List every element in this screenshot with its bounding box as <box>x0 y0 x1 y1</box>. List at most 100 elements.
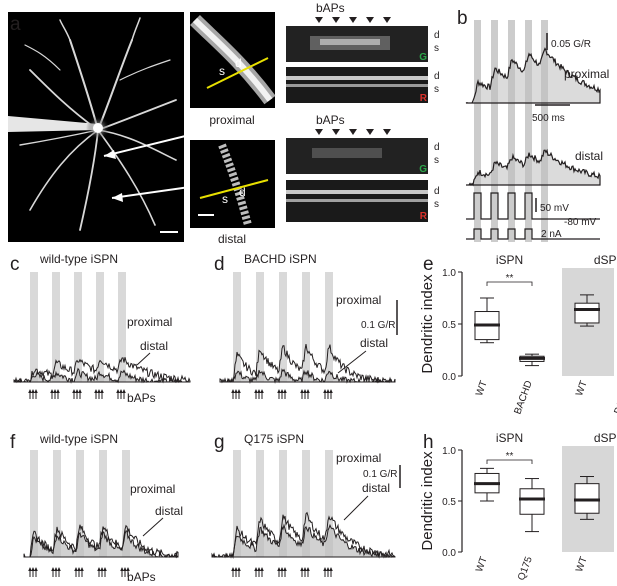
scale-gr: 0.05 G/R <box>551 39 591 50</box>
stim-bar <box>233 272 241 382</box>
panel-d-title: BACHD iSPN <box>244 252 317 266</box>
stim-bar <box>74 272 82 382</box>
stim-bar <box>96 272 104 382</box>
current-trace <box>466 228 600 240</box>
panel-letters: a b c d e f g h <box>10 8 468 453</box>
stim-bar <box>118 272 126 382</box>
channel-g: G <box>419 164 427 175</box>
stim-bar <box>256 450 264 557</box>
significance-bracket <box>486 281 533 286</box>
x-tick-label: BACHD <box>613 379 617 416</box>
panel-letter-a: a <box>10 14 21 35</box>
linescan-d: d <box>434 186 440 197</box>
stim-bar <box>302 272 310 382</box>
d-label: d <box>239 185 246 199</box>
box-1: BACHD <box>513 353 545 416</box>
panel-a: s d proximal s d distal bAPs d s G d s R… <box>8 1 440 246</box>
panel-g-traces <box>211 450 396 577</box>
panel-d-labels: BACHD iSPN proximal 0.1 G/R distal <box>244 252 398 374</box>
current-scale: 2 nA <box>541 229 562 240</box>
stim-bar <box>53 450 61 557</box>
stim-bar <box>30 272 38 382</box>
panel-c-traces <box>13 272 191 399</box>
panel-d-traces <box>219 272 396 399</box>
trace-distal <box>13 367 191 384</box>
linescan-d: d <box>434 142 440 153</box>
linescan-d: d <box>434 30 440 41</box>
y-axis-label: Dendritic index <box>419 274 436 374</box>
panel-g-title: Q175 iSPN <box>244 432 304 446</box>
stim-bar <box>256 272 264 382</box>
linescan-line-proximal <box>206 57 269 89</box>
voltage-trace <box>466 192 600 220</box>
panel-letter-f: f <box>10 432 16 453</box>
baps-label: bAPs <box>316 1 345 15</box>
bap-markers <box>315 129 391 135</box>
panel-letter-g: g <box>214 432 225 453</box>
x-tick-label: BACHD <box>513 379 535 416</box>
stim-bar <box>325 272 333 382</box>
significance-label: ** <box>506 451 514 462</box>
y-tick-label: 0.5 <box>442 320 456 331</box>
bap-markers <box>315 17 391 23</box>
linescan-d: d <box>434 71 440 82</box>
panel-b: 0.05 G/R proximal 500 ms distal 50 mV -8… <box>465 20 609 242</box>
stim-bars <box>474 20 548 242</box>
y-axis-label: Dendritic index <box>419 451 436 551</box>
panel-f-labels: wild-type iSPN proximal distal bAPs <box>39 432 183 584</box>
box <box>519 488 545 515</box>
y-tick-label: 1.0 <box>442 268 456 279</box>
linescan-line-distal <box>199 179 269 199</box>
x-tick-label: WT <box>474 379 490 397</box>
panel-d-proximal: proximal <box>336 293 381 307</box>
box-2: WT <box>574 476 600 574</box>
significance-bracket <box>486 459 533 464</box>
x-tick-label: WT <box>574 379 590 397</box>
stim-bar <box>302 450 310 557</box>
s-label: s <box>222 192 228 206</box>
x-tick-label: WT <box>574 555 590 573</box>
significance-label: ** <box>506 273 514 284</box>
panel-c-title: wild-type iSPN <box>39 252 118 266</box>
panel-g-distal: distal <box>362 481 390 495</box>
box-1: Q175 <box>516 478 545 582</box>
panel-g-scale: 0.1 G/R <box>363 469 397 480</box>
panel-g-proximal: proximal <box>336 451 381 465</box>
panel-f-baps: bAPs <box>127 570 156 584</box>
stim-bar <box>233 450 241 557</box>
panel-letter-d: d <box>214 254 225 275</box>
panel-f-proximal: proximal <box>130 482 175 496</box>
box-0: WT <box>474 297 500 398</box>
trace-proximal <box>14 357 190 384</box>
group-label: iSPN <box>496 253 523 267</box>
box-0: WT <box>474 467 500 574</box>
channel-r: R <box>420 211 428 222</box>
stim-bar <box>52 272 60 382</box>
time-scale: 500 ms <box>532 113 565 124</box>
channel-r: R <box>420 93 428 104</box>
panel-f-title: wild-type iSPN <box>39 432 118 446</box>
trace-distal <box>466 148 601 187</box>
voltage-scale: 50 mV <box>540 203 569 214</box>
panel-letter-e: e <box>423 254 434 275</box>
linescan-s: s <box>434 199 439 210</box>
pipette <box>8 116 98 132</box>
panel-letter-b: b <box>457 8 468 29</box>
box-2: WT <box>574 294 600 398</box>
panel-letter-h: h <box>423 432 434 453</box>
linescan-s: s <box>434 84 439 95</box>
box <box>574 483 600 514</box>
y-tick-label: 0.5 <box>442 497 456 508</box>
arrow-proximal <box>103 127 219 157</box>
trace-panels <box>13 272 396 577</box>
baps-label: bAPs <box>316 113 345 127</box>
stim-bar <box>325 450 333 557</box>
proximal-label: proximal <box>209 113 254 127</box>
stim-bar <box>30 450 38 557</box>
d-label: d <box>235 56 242 70</box>
panel-f-distal: distal <box>155 504 183 518</box>
stim-bar <box>122 450 130 557</box>
s-label: s <box>219 64 225 78</box>
panel-c-proximal: proximal <box>127 315 172 329</box>
